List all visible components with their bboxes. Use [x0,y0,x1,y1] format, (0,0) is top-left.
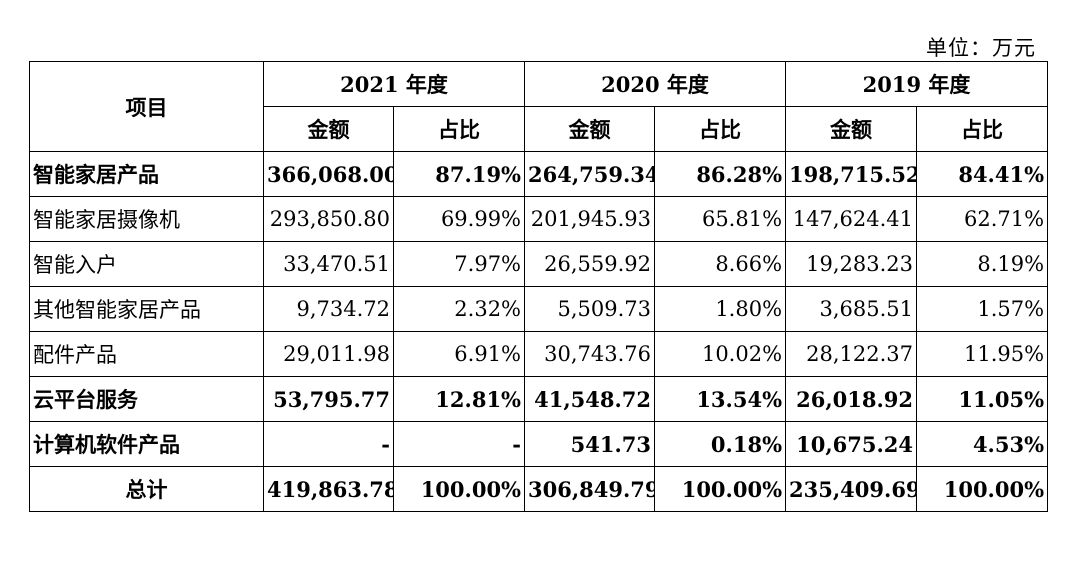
ratio-cell: - [392,421,526,467]
ratio-cell: 2.32% [392,286,526,332]
amount-cell: 293,850.80 [263,196,394,242]
amount-cell: 26,018.92 [785,376,918,422]
amount-cell: 419,863.78 [263,466,394,512]
row-label: 智能家居摄像机 [29,196,264,242]
header-amount: 金额 [263,106,394,152]
revenue-table: 项目 2021 年度 2020 年度 2019 年度 金额 占比 金额 占比 金… [29,61,1049,512]
amount-cell: 26,559.92 [524,241,656,287]
amount-cell: 10,675.24 [785,421,918,467]
amount-cell: 201,945.93 [524,196,656,242]
row-label: 云平台服务 [29,376,264,422]
ratio-cell: 100.00% [392,466,526,512]
header-item: 项目 [29,61,264,152]
header-ratio: 占比 [392,106,526,152]
amount-cell: 53,795.77 [263,376,394,422]
ratio-cell: 7.97% [392,241,526,287]
ratio-cell: 100.00% [654,466,787,512]
amount-cell: 147,624.41 [785,196,918,242]
header-ratio: 占比 [916,106,1049,152]
ratio-cell: 13.54% [654,376,787,422]
amount-cell: 29,011.98 [263,331,394,377]
ratio-cell: 8.66% [654,241,787,287]
table-row: 计算机软件产品 - -541.73 0.18% 10,675.24 4.53% [29,421,1049,467]
amount-cell: 41,548.72 [524,376,656,422]
amount-cell: - [263,421,394,467]
amount-cell: 5,509.73 [524,286,656,332]
row-label: 配件产品 [29,331,264,377]
ratio-cell: 4.53% [916,421,1049,467]
header-year-2020: 2020 年度 [524,61,787,107]
ratio-cell: 100.00% [916,466,1049,512]
header-row-years: 项目 2021 年度 2020 年度 2019 年度 [29,61,1049,152]
ratio-cell: 1.57% [916,286,1049,332]
row-label: 智能入户 [29,241,264,287]
ratio-cell: 65.81% [654,196,787,242]
amount-cell: 366,068.00 [263,151,394,197]
ratio-cell: 86.28% [654,151,787,197]
row-label: 总计 [29,466,264,512]
ratio-cell: 6.91% [392,331,526,377]
ratio-cell: 84.41% [916,151,1049,197]
ratio-cell: 11.05% [916,376,1049,422]
amount-cell: 306,849.79 [524,466,656,512]
table-row: 其他智能家居产品 9,734.72 2.32% 5,509.73 1.80% 3,685.… [29,286,1049,332]
table-row: 云平台服务 53,795.77 12.81% 41,548.72 13.54% 26,01… [29,376,1049,422]
table-row: 智能家居产品 366,068.00 87.19% 264,759.34 86.28% 19… [29,151,1049,197]
header-year-2021: 2021 年度 [262,61,526,107]
amount-cell: 9,734.72 [263,286,394,332]
ratio-cell: 12.81% [392,376,526,422]
amount-cell: 264,759.34 [524,151,656,197]
ratio-cell: 69.99% [392,196,526,242]
ratio-cell: 8.19% [916,241,1049,287]
amount-cell: 28,122.37 [785,331,918,377]
table-row: 总计 419,863.78 100.00% 306,849.79 100.00% 235,… [29,466,1049,512]
amount-cell: 541.73 [524,421,656,467]
amount-cell: 19,283.23 [785,241,918,287]
table-body: 智能家居产品 366,068.00 87.19% 264,759.34 86.28% 19… [29,151,1049,512]
table-row: 配件产品 29,011.98 6.91% 30,743.76 10.02% 28,122.… [29,331,1049,377]
row-label: 智能家居产品 [29,151,264,197]
amount-cell: 3,685.51 [785,286,918,332]
header-year-2019: 2019 年度 [785,61,1049,107]
amount-cell: 33,470.51 [263,241,394,287]
amount-cell: 30,743.76 [524,331,656,377]
row-label: 其他智能家居产品 [29,286,264,332]
ratio-cell: 0.18% [654,421,787,467]
ratio-cell: 87.19% [392,151,526,197]
header-amount: 金额 [524,106,656,152]
ratio-cell: 1.80% [654,286,787,332]
amount-cell: 235,409.69 [785,466,918,512]
unit-label: 单位：万元 [926,36,1036,60]
row-label: 计算机软件产品 [29,421,264,467]
amount-cell: 198,715.52 [785,151,918,197]
header-ratio: 占比 [654,106,787,152]
table-row: 智能入户 33,470.51 7.97% 26,559.92 8.66% 19,283.2… [29,241,1049,287]
ratio-cell: 10.02% [654,331,787,377]
ratio-cell: 11.95% [916,331,1049,377]
header-amount: 金额 [785,106,918,152]
ratio-cell: 62.71% [916,196,1049,242]
table-row: 智能家居摄像机 293,850.80 69.99% 201,945.93 65.81% 1… [29,196,1049,242]
